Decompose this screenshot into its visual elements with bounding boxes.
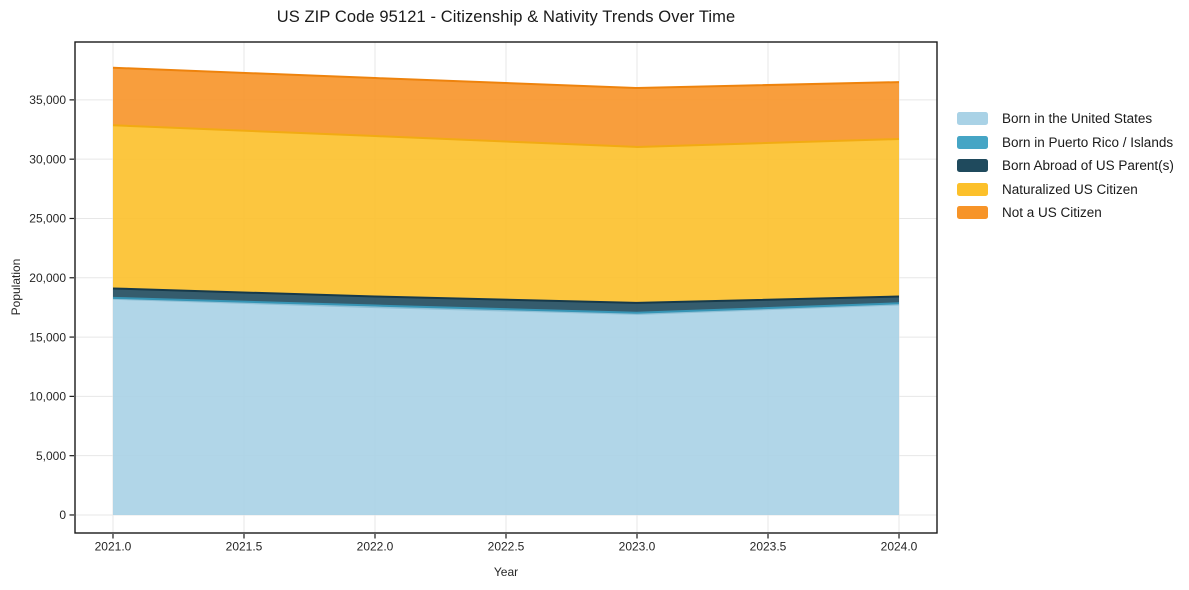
area-edge-0 (112, 297, 900, 315)
legend-swatch (957, 182, 988, 196)
legend-label: Born in the United States (1002, 111, 1153, 126)
area-series-3 (112, 125, 900, 303)
legend-swatch (957, 206, 988, 219)
x-tick-label: 2021.0 (95, 540, 132, 554)
legend-swatch (957, 112, 988, 125)
x-tick-label: 2024.0 (881, 540, 918, 554)
legend-item: Born in the United States (957, 111, 1174, 126)
legend-label: Born Abroad of US Parent(s) (1002, 158, 1174, 173)
y-tick-label: 15,000 (29, 330, 66, 344)
legend: Born in the United States Born in Puerto … (957, 111, 1174, 220)
x-tick-label: 2021.5 (226, 540, 263, 554)
y-tick-label: 35,000 (29, 93, 66, 107)
x-tick-label: 2022.5 (488, 540, 525, 554)
legend-label: Naturalized US Citizen (1002, 181, 1138, 197)
legend-item: Born Abroad of US Parent(s) (957, 158, 1174, 173)
legend-item: Born in Puerto Rico / Islands (957, 134, 1174, 150)
legend-label: Not a US Citizen (1002, 205, 1102, 220)
area-edge-4 (112, 66, 900, 90)
legend-swatch (957, 159, 988, 172)
y-tick-label: 5,000 (36, 449, 66, 463)
plot-border (74, 41, 938, 534)
x-tick-label: 2023.5 (750, 540, 787, 554)
x-tick-label: 2022.0 (357, 540, 394, 554)
y-tick-label: 10,000 (29, 390, 66, 404)
chart-title: US ZIP Code 95121 - Citizenship & Nativi… (276, 8, 736, 26)
legend-item: Naturalized US Citizen (957, 181, 1174, 197)
x-axis-label: Year (493, 565, 519, 579)
area-series-4 (112, 67, 900, 147)
legend-label: Born in Puerto Rico / Islands (1002, 134, 1174, 150)
y-tick-label: 20,000 (29, 271, 66, 285)
area-series-0 (112, 298, 900, 515)
y-tick-label: 30,000 (29, 152, 66, 166)
legend-item: Not a US Citizen (957, 205, 1174, 220)
area-edge-3 (112, 124, 900, 148)
y-axis-label: Population (9, 258, 23, 316)
area-edge-2 (112, 287, 900, 304)
y-tick-label: 25,000 (29, 212, 66, 226)
legend-swatch (957, 135, 988, 149)
area-edge-1 (112, 296, 900, 314)
x-tick-label: 2023.0 (619, 540, 656, 554)
y-tick-label: 0 (59, 508, 66, 522)
